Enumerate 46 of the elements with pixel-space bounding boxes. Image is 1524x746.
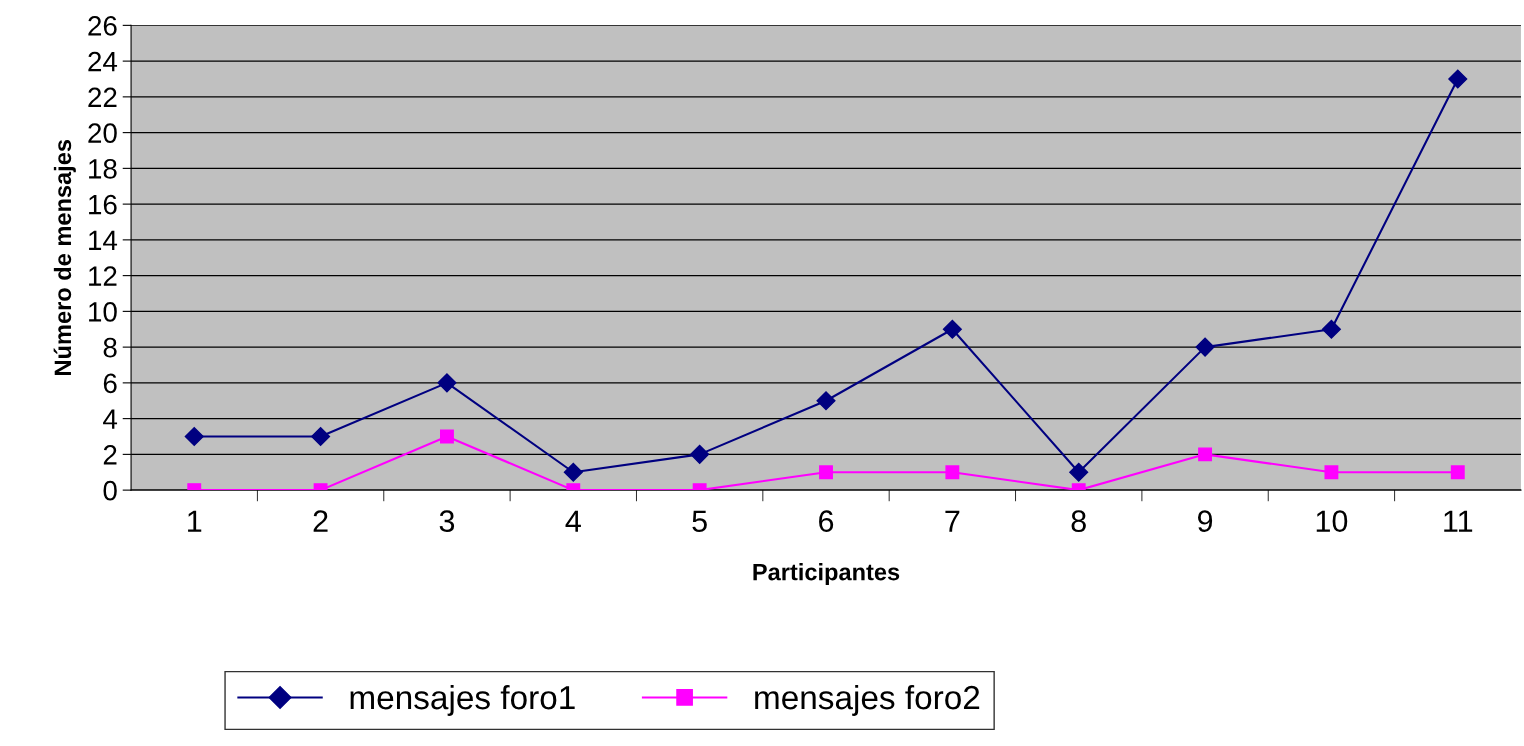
y-tick-label: 4 bbox=[103, 409, 118, 429]
y-axis-title: Número de mensajes bbox=[53, 139, 76, 375]
x-axis-title: Participantes bbox=[753, 563, 900, 586]
point bbox=[563, 462, 583, 482]
point bbox=[311, 426, 331, 447]
y-tick-label: 18 bbox=[89, 159, 117, 179]
y-tick-label: 10 bbox=[89, 302, 117, 322]
x-tick-label: 3 bbox=[439, 510, 455, 533]
point bbox=[942, 319, 962, 339]
point bbox=[1450, 465, 1465, 480]
point bbox=[690, 444, 710, 464]
y-tick-label: 16 bbox=[89, 194, 117, 215]
x-tick-label: 7 bbox=[945, 510, 960, 532]
x-tick-label: 10 bbox=[1316, 510, 1348, 533]
x-tick-label: 9 bbox=[1198, 510, 1213, 533]
point bbox=[819, 465, 833, 480]
x-tick-label: 2 bbox=[313, 510, 328, 532]
x-tick-label: 11 bbox=[1444, 510, 1473, 532]
y-tick-label: 26 bbox=[88, 16, 117, 36]
y-tick-label: 0 bbox=[103, 480, 117, 501]
y-tick-label: 8 bbox=[103, 337, 117, 358]
x-tick-label: 5 bbox=[692, 510, 707, 533]
y-tick-label: 14 bbox=[89, 230, 118, 250]
point bbox=[945, 465, 960, 480]
x-tick-label: 6 bbox=[819, 510, 834, 533]
point bbox=[440, 429, 454, 444]
point bbox=[1321, 319, 1341, 339]
legend-label: mensajes foro1 bbox=[350, 684, 575, 716]
y-tick-label: 20 bbox=[88, 123, 117, 143]
x-tick-label: 8 bbox=[1071, 510, 1086, 533]
x-tick-label: 1 bbox=[188, 510, 202, 532]
point bbox=[1195, 337, 1215, 357]
point bbox=[1198, 447, 1213, 462]
y-tick-label: 6 bbox=[103, 373, 117, 394]
point bbox=[1324, 465, 1339, 480]
y-tick-label: 12 bbox=[89, 266, 117, 286]
y-tick-label: 24 bbox=[88, 51, 118, 72]
point bbox=[816, 391, 836, 411]
point bbox=[1069, 462, 1089, 482]
legend-label: mensajes foro2 bbox=[755, 684, 980, 716]
y-tick-label: 22 bbox=[88, 87, 117, 107]
y-tick-label: 2 bbox=[103, 445, 117, 465]
point bbox=[184, 426, 204, 447]
x-tick-label: 4 bbox=[565, 510, 581, 532]
point bbox=[437, 373, 457, 393]
point bbox=[1448, 69, 1468, 89]
